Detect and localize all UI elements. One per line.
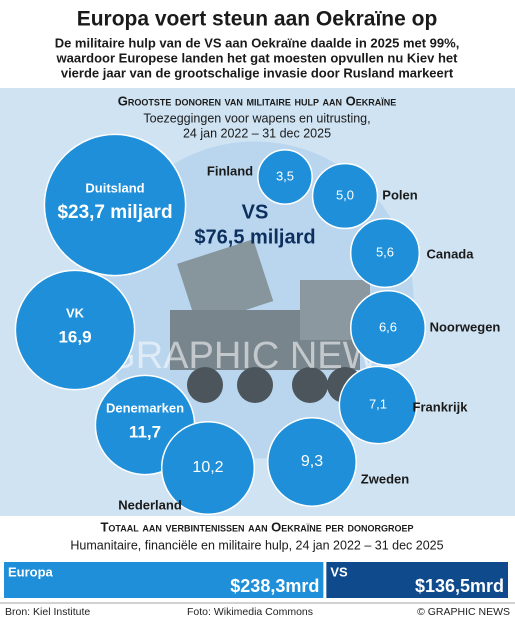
bubble (257, 149, 313, 205)
country-label: Zweden (361, 471, 409, 486)
bubble-value: 10,2 (192, 459, 223, 476)
bubble-value: $76,5 miljard (194, 226, 315, 248)
bubble-label: Denemarken (106, 400, 184, 415)
bubble-value: 3,5 (276, 168, 294, 183)
bar (4, 562, 324, 598)
bubble-value: 11,7 (129, 422, 161, 441)
subtitle-line: De militaire hulp van de VS aan Oekraïne… (55, 35, 460, 50)
country-label: Frankrijk (413, 399, 469, 414)
title: Europa voert steun aan Oekraïne op (77, 8, 438, 31)
chart-title: Totaal aan verbintenissen aan Oekraïne p… (100, 519, 413, 534)
bubble-label: VK (66, 305, 85, 320)
country-label: Finland (207, 163, 253, 178)
bubble (43, 133, 187, 277)
bubble (14, 269, 136, 391)
bubble-value: 7,1 (369, 396, 387, 411)
bubble (349, 289, 427, 367)
country-label: Polen (382, 187, 417, 202)
bubble-value: 5,0 (336, 187, 354, 202)
bar-label: VS (330, 564, 348, 579)
subtitle-line: vierde jaar van de grootschalige invasie… (61, 65, 454, 80)
bubble-value: $23,7 miljard (57, 202, 172, 223)
subtitle-line: waardoor Europese landen het gat moesten… (56, 50, 459, 65)
bubble (338, 365, 418, 445)
truck-wheel (292, 367, 328, 403)
credit: © GRAPHIC NEWS (417, 606, 510, 618)
chart-title: Grootste donoren van militaire hulp aan … (118, 93, 397, 108)
bar-label: Europa (8, 564, 54, 579)
subtitle: De militaire hulp van de VS aan Oekraïne… (55, 35, 460, 80)
bubble (160, 420, 256, 516)
truck-wheel (237, 367, 273, 403)
bubble-label: Duitsland (85, 180, 144, 195)
chart-subtitle: Toezeggingen voor wapens en uitrusting, (143, 111, 370, 125)
bar-value: $238,3mrd (230, 576, 319, 596)
bubble (267, 417, 357, 507)
bubble-value: 6,6 (379, 319, 397, 334)
bubble-value: 16,9 (58, 327, 91, 346)
photo (170, 239, 370, 403)
truck-launcher (177, 239, 274, 326)
chart-subtitle: Humanitaire, financiële en militaire hul… (70, 538, 443, 552)
bubble-value: 9,3 (301, 453, 323, 470)
bar-value: $136,5mrd (415, 576, 504, 596)
bubble (311, 162, 379, 230)
bubble (349, 217, 421, 289)
bubble-value: 5,6 (376, 244, 394, 259)
bubble-label: VS (242, 201, 269, 223)
source: Bron: Kiel Institute (5, 606, 90, 618)
photo-credit: Foto: Wikimedia Commons (187, 606, 313, 618)
chart-subtitle: 24 jan 2022 – 31 dec 2025 (183, 126, 331, 140)
country-label: Canada (427, 246, 475, 261)
truck-wheel (187, 367, 223, 403)
country-label: Noorwegen (430, 319, 501, 334)
country-label: Nederland (118, 497, 182, 512)
bar (326, 562, 508, 598)
